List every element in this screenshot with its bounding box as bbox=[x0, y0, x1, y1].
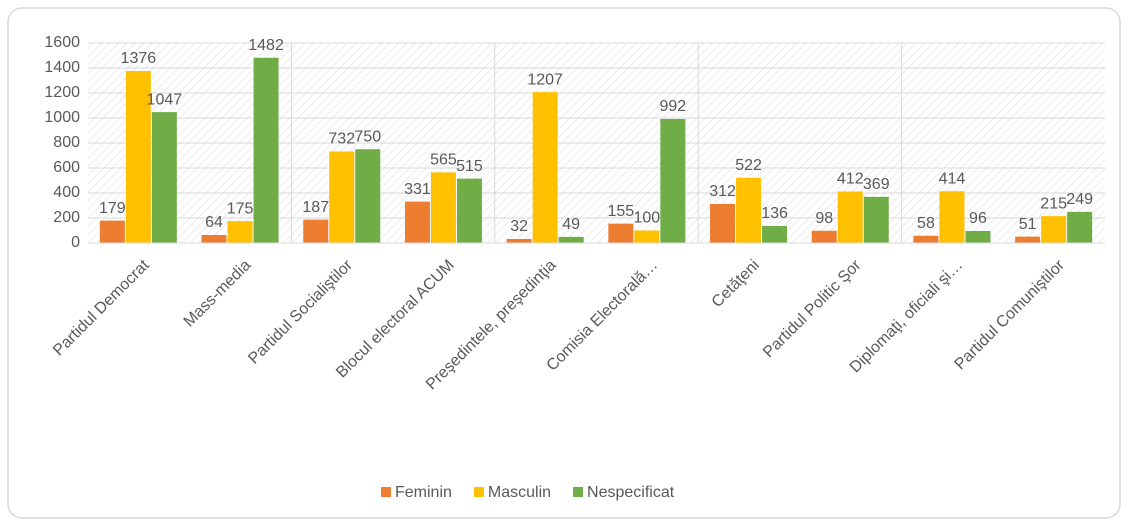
data-label: 249 bbox=[1066, 191, 1093, 208]
bar bbox=[736, 177, 762, 243]
bar bbox=[608, 223, 634, 243]
bar bbox=[404, 201, 430, 243]
bar bbox=[965, 231, 991, 243]
y-tick-label: 800 bbox=[53, 134, 80, 151]
data-label: 1207 bbox=[527, 71, 563, 88]
data-label: 1047 bbox=[147, 91, 183, 108]
data-label: 412 bbox=[837, 171, 864, 188]
data-label: 100 bbox=[633, 210, 660, 227]
data-label: 96 bbox=[969, 210, 987, 227]
bar bbox=[710, 204, 736, 243]
data-label: 51 bbox=[1019, 216, 1037, 233]
bar bbox=[125, 71, 151, 243]
data-label: 732 bbox=[328, 131, 355, 148]
legend-swatch bbox=[473, 487, 484, 497]
y-tick-label: 1600 bbox=[44, 34, 80, 51]
bar bbox=[329, 151, 355, 243]
data-label: 155 bbox=[607, 203, 634, 220]
bar bbox=[762, 226, 788, 243]
bar bbox=[1015, 236, 1041, 243]
bar bbox=[1041, 216, 1067, 243]
data-label: 1482 bbox=[248, 37, 284, 54]
bar bbox=[303, 219, 329, 243]
legend-swatch bbox=[573, 487, 584, 497]
data-label: 565 bbox=[430, 152, 457, 169]
bar bbox=[506, 239, 532, 243]
data-label: 187 bbox=[302, 199, 329, 216]
bar bbox=[456, 178, 482, 243]
bar bbox=[913, 235, 939, 243]
data-label: 179 bbox=[99, 200, 126, 217]
legend-label: Nespecificat bbox=[587, 484, 675, 501]
bar bbox=[99, 220, 125, 243]
data-label: 136 bbox=[761, 205, 788, 222]
data-label: 515 bbox=[456, 158, 483, 175]
y-tick-label: 400 bbox=[53, 184, 80, 201]
bar bbox=[253, 57, 279, 243]
data-label: 992 bbox=[659, 98, 686, 115]
y-tick-label: 600 bbox=[53, 159, 80, 176]
data-label: 175 bbox=[227, 200, 254, 217]
data-label: 32 bbox=[510, 218, 528, 235]
bar bbox=[1067, 211, 1093, 243]
data-label: 522 bbox=[735, 157, 762, 174]
y-tick-label: 200 bbox=[53, 209, 80, 226]
bar bbox=[660, 119, 686, 243]
legend-label: Masculin bbox=[488, 484, 551, 501]
legend-label: Feminin bbox=[395, 484, 452, 501]
data-label: 49 bbox=[562, 216, 580, 233]
y-tick-label: 1200 bbox=[44, 84, 80, 101]
data-label: 312 bbox=[709, 183, 736, 200]
y-tick-label: 0 bbox=[71, 234, 80, 251]
bar bbox=[939, 191, 965, 243]
bar bbox=[811, 230, 837, 243]
data-label: 1376 bbox=[121, 50, 157, 67]
bar bbox=[355, 149, 381, 243]
bar bbox=[151, 112, 177, 243]
bar bbox=[558, 236, 584, 243]
bar bbox=[837, 191, 863, 243]
y-tick-label: 1400 bbox=[44, 59, 80, 76]
legend-swatch bbox=[381, 487, 391, 497]
bar bbox=[430, 172, 456, 243]
bar bbox=[201, 235, 227, 243]
bar bbox=[863, 196, 889, 243]
bar bbox=[634, 230, 660, 243]
bar bbox=[532, 92, 558, 243]
y-tick-label: 1000 bbox=[44, 109, 80, 126]
data-label: 215 bbox=[1040, 195, 1067, 212]
data-label: 369 bbox=[863, 176, 890, 193]
data-label: 414 bbox=[939, 170, 966, 187]
data-label: 64 bbox=[205, 214, 223, 231]
data-label: 58 bbox=[917, 215, 935, 232]
bar bbox=[227, 221, 253, 243]
data-label: 750 bbox=[354, 128, 381, 145]
data-label: 331 bbox=[404, 181, 431, 198]
data-label: 98 bbox=[815, 210, 833, 227]
